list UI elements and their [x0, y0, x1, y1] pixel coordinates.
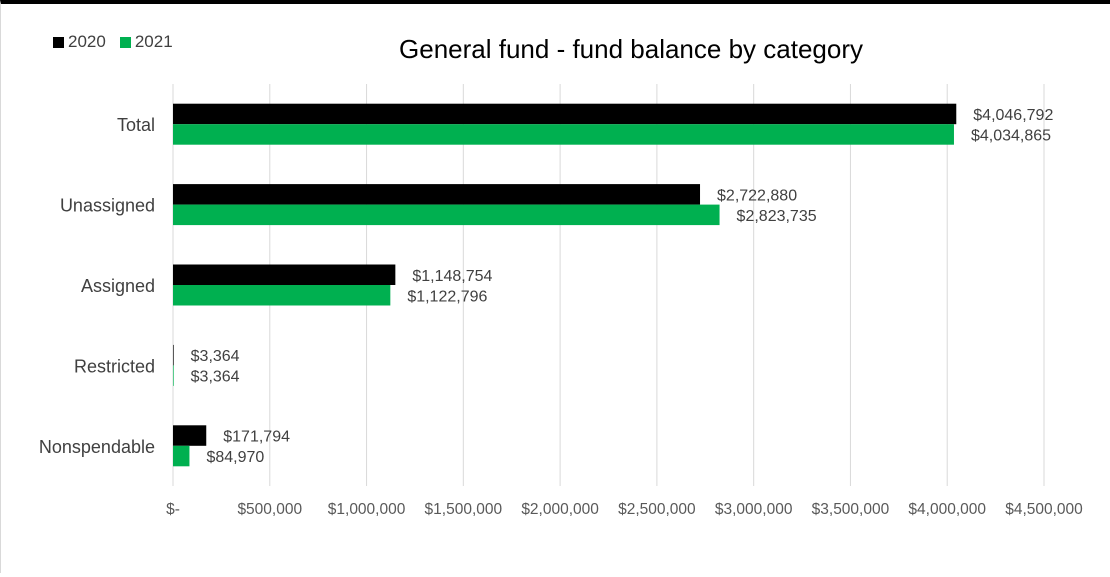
bar-2020	[173, 344, 174, 366]
x-tick-label: $3,500,000	[812, 501, 890, 518]
bar-2020	[173, 264, 396, 285]
legend-swatch-2020	[53, 36, 64, 48]
bar-2021	[173, 204, 720, 226]
data-label: $4,034,865	[971, 127, 1051, 144]
x-tick-label: $1,000,000	[328, 501, 406, 518]
data-label: $171,794	[223, 429, 290, 446]
legend: 2020 2021	[53, 32, 173, 52]
legend-label-2021: 2021	[134, 32, 173, 51]
data-label: $2,823,735	[737, 208, 817, 225]
bar-2021	[173, 445, 190, 467]
bar-2020	[173, 425, 207, 446]
data-label: $1,148,754	[412, 268, 492, 285]
category-label: Restricted	[74, 356, 155, 376]
data-label: $4,046,792	[973, 107, 1053, 124]
x-tick-label: $3,000,000	[715, 501, 793, 518]
bar-2020	[173, 184, 701, 205]
bar-2021	[173, 124, 954, 145]
x-tick-label: $1,500,000	[425, 501, 503, 518]
bar-2021	[173, 285, 391, 306]
bar-2021	[173, 365, 174, 386]
category-label: Unassigned	[60, 196, 155, 216]
legend-item-2021: 2021	[119, 32, 173, 52]
chart-title: General fund - fund balance by category	[399, 34, 863, 64]
legend-label-2020: 2020	[68, 32, 106, 51]
legend-item-2020: 2020	[53, 32, 106, 52]
legend-swatch-2021	[119, 36, 131, 48]
x-tick-label: $4,000,000	[908, 501, 986, 518]
data-label: $84,970	[206, 449, 264, 466]
x-tick-label: $2,500,000	[618, 501, 696, 518]
category-label: Total	[117, 115, 155, 135]
data-label: $3,364	[191, 348, 240, 365]
category-label: Nonspendable	[39, 437, 155, 457]
x-tick-label: $-	[166, 501, 180, 518]
x-tick-label: $2,000,000	[521, 501, 599, 518]
category-label: Assigned	[81, 276, 155, 296]
data-label: $3,364	[191, 369, 240, 386]
bar-chart-plot: $- $500,000 $1,000,000 $1,500,000 $2,000,000…	[39, 84, 1083, 518]
data-label: $2,722,880	[717, 187, 797, 204]
x-tick-label: $4,500,000	[1005, 501, 1083, 518]
data-label: $1,122,796	[407, 288, 487, 305]
x-tick-label: $500,000	[237, 501, 302, 518]
bar-2020	[173, 103, 957, 125]
